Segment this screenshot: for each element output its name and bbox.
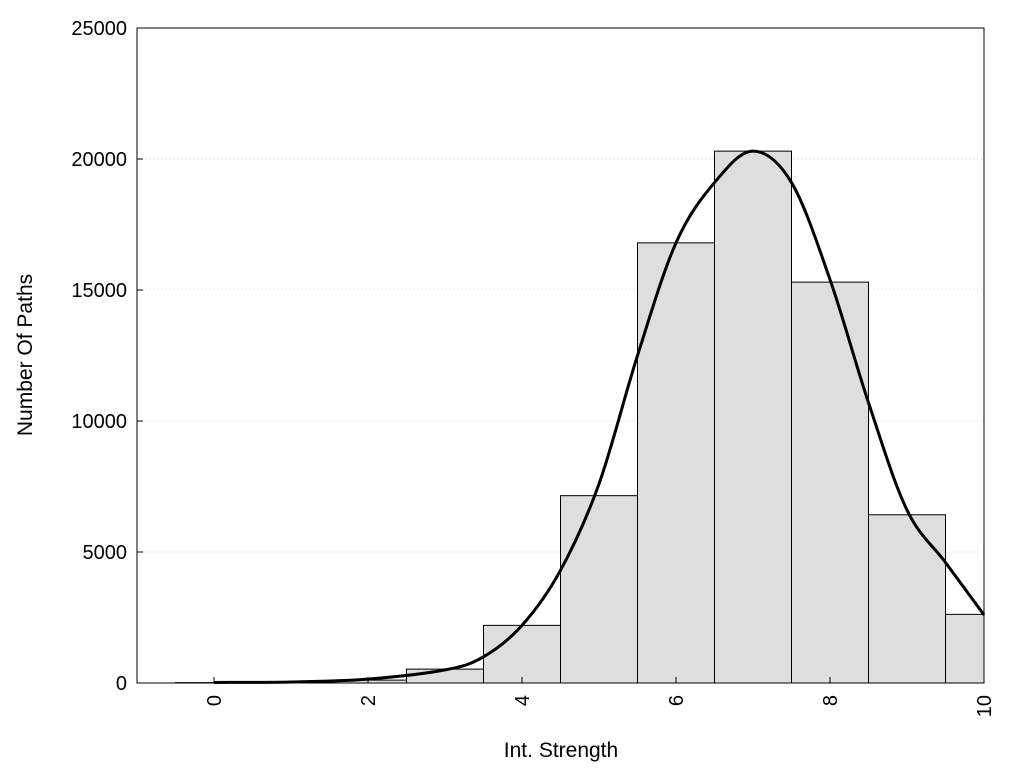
x-tick-label: 8 — [820, 695, 842, 706]
y-axis-title: Number Of Paths — [14, 274, 37, 436]
y-tick-label: 10000 — [71, 411, 127, 433]
histogram-bar — [637, 242, 715, 684]
x-axis-title: Int. Strength — [504, 739, 618, 762]
y-tick-label: 5000 — [83, 542, 128, 564]
density-curve — [213, 149, 986, 684]
histogram-bar — [714, 150, 792, 684]
histogram-bars — [175, 150, 985, 684]
density-line — [213, 149, 986, 684]
x-tick-label: 6 — [666, 695, 688, 706]
y-tick-label: 15000 — [71, 280, 127, 302]
x-tick-label: 0 — [204, 695, 226, 706]
plot-frame — [136, 27, 985, 684]
axis-ticks: 0 5000 10000 15000 20000 25000 0 2 4 6 8 10 — [71, 18, 996, 717]
histogram-bar — [868, 514, 946, 684]
x-tick-label: 10 — [974, 695, 996, 717]
y-tick-label: 25000 — [71, 18, 127, 40]
x-tick-label: 2 — [358, 695, 380, 706]
y-tick-label: 20000 — [71, 149, 127, 171]
histogram-bar — [560, 495, 638, 684]
histogram-bar — [483, 624, 561, 684]
histogram-bar — [791, 281, 869, 684]
y-tick-label: 0 — [116, 673, 127, 695]
histogram-bar — [945, 613, 985, 684]
x-tick-label: 4 — [512, 695, 534, 706]
